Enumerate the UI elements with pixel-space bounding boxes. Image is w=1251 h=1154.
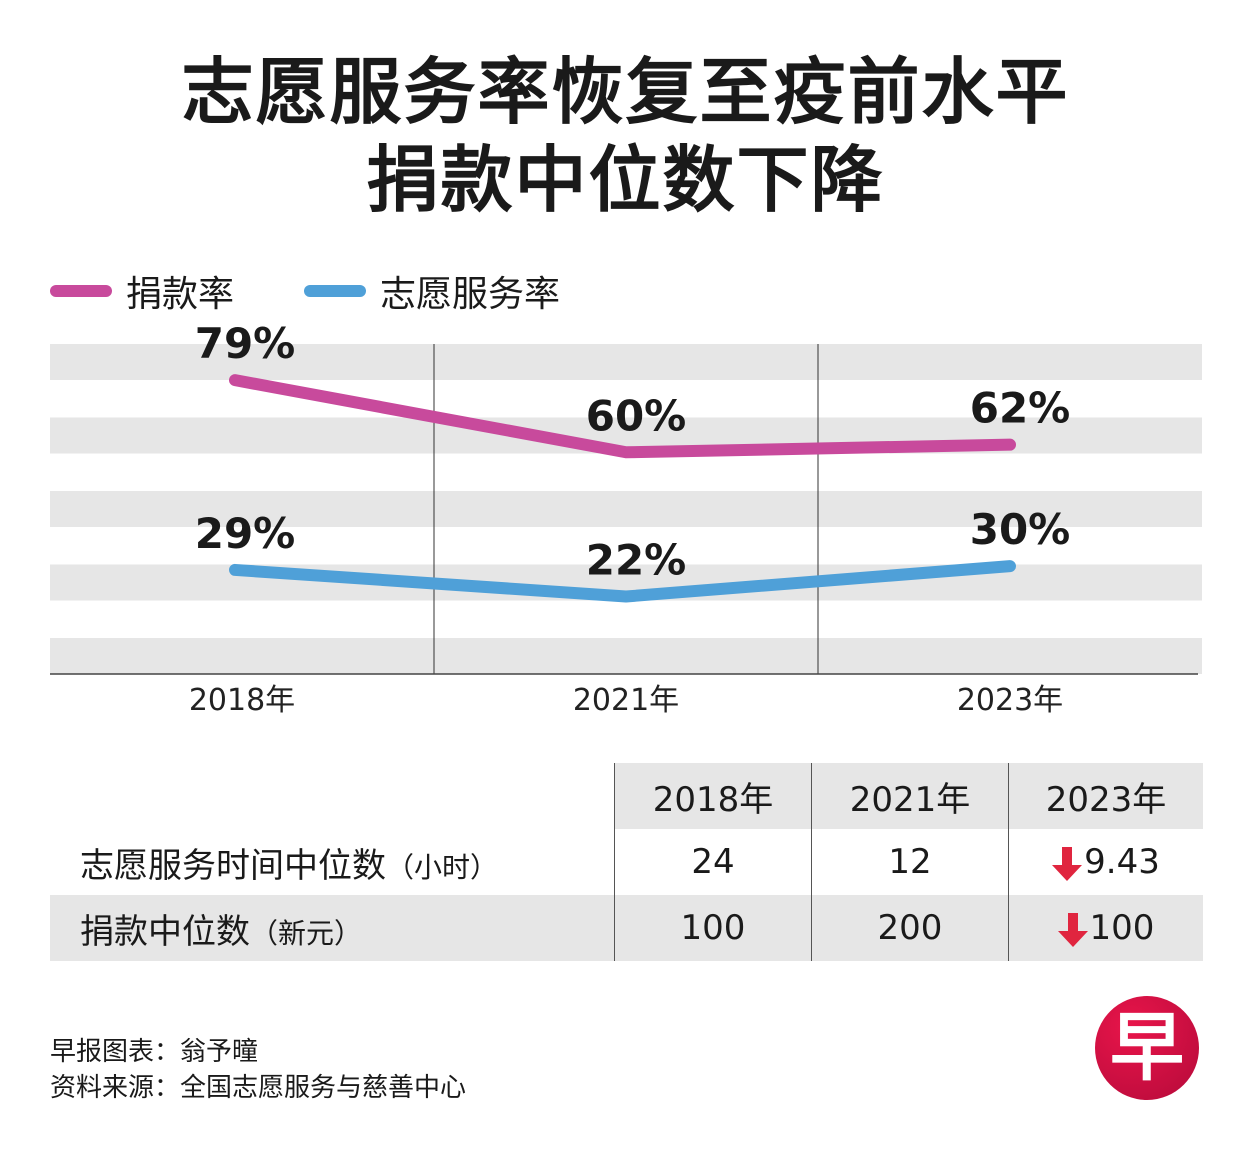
table-cell: 100: [1089, 908, 1155, 948]
x-tick-label: 2021年: [573, 683, 679, 718]
table-header: 2018年: [614, 763, 812, 829]
table-cell: 200: [811, 895, 1009, 961]
data-point: [1009, 565, 1011, 568]
table-cell: 100: [614, 895, 812, 961]
data-label: 22%: [586, 536, 687, 585]
zaobao-logo: 早: [1095, 996, 1199, 1100]
x-tick-label: 2018年: [189, 683, 295, 718]
row-label: 志愿服务时间中位数: [80, 845, 386, 886]
data-point: [625, 451, 627, 454]
table-cell: 9.43: [1084, 842, 1160, 882]
legend-volunteer: 志愿服务率: [304, 265, 560, 317]
data-label: 29%: [195, 509, 296, 558]
grid-band: [50, 491, 1202, 527]
grid-band: [50, 344, 1202, 380]
table-header-row: 2018年 2021年 2023年: [50, 763, 1203, 829]
data-point: [625, 595, 627, 598]
legend-swatch-volunteer: [304, 285, 367, 297]
data-point: [234, 379, 236, 382]
data-label: 62%: [970, 384, 1071, 433]
credit-source: 资料来源：全国志愿服务与慈善中心: [50, 1073, 467, 1103]
title-line2: 捐款中位数下降: [366, 138, 885, 222]
legend: 捐款率 志愿服务率: [50, 265, 630, 317]
data-label: 30%: [970, 505, 1071, 554]
data-label: 79%: [195, 319, 296, 368]
table-header: 2023年: [1008, 763, 1203, 829]
down-arrow-icon: [1057, 912, 1088, 947]
row-unit: （小时）: [386, 850, 499, 884]
legend-label: 志愿服务率: [380, 274, 561, 315]
table-row: 捐款中位数（新元） 100 200 100: [50, 895, 1203, 961]
row-label: 捐款中位数: [80, 911, 250, 952]
table-row: 志愿服务时间中位数（小时） 24 12 9.43: [50, 829, 1203, 895]
data-label: 60%: [586, 391, 687, 440]
credit: 早报图表：翁予曈 资料来源：全国志愿服务与慈善中心: [50, 1034, 466, 1106]
data-point: [1009, 443, 1011, 446]
table-cell: 12: [811, 829, 1009, 895]
data-point: [234, 568, 236, 571]
down-arrow-icon: [1052, 846, 1083, 881]
row-unit: （新元）: [250, 916, 363, 950]
x-tick-label: 2023年: [957, 683, 1063, 718]
legend-label: 捐款率: [126, 274, 235, 315]
credit-author: 早报图表：翁予曈: [50, 1037, 259, 1067]
data-table: 2018年 2021年 2023年 志愿服务时间中位数（小时） 24 12 9.…: [50, 763, 1203, 961]
grid-band: [50, 638, 1202, 674]
legend-swatch-donation: [50, 285, 112, 297]
table-cell: 24: [614, 829, 812, 895]
title-line1: 志愿服务率恢复至疫前水平: [181, 50, 1070, 134]
line-chart: 2018年 2021年 2023年 79% 60% 62% 29% 22% 30%: [50, 319, 1202, 718]
legend-donation: 捐款率: [50, 265, 234, 317]
table-header: 2021年: [811, 763, 1009, 829]
